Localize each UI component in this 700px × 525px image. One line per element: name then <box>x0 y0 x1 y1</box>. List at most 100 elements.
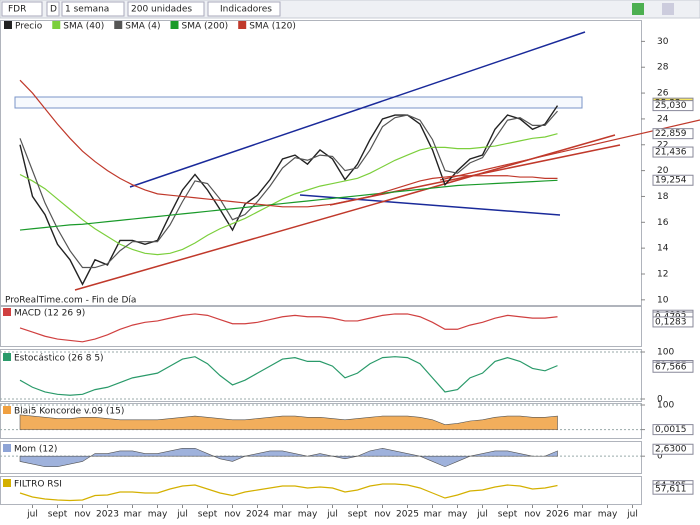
panel-title-box <box>3 308 11 316</box>
timeframe-box[interactable] <box>61 1 125 17</box>
price-label: 21,436 <box>655 148 687 158</box>
series-line <box>19 179 558 231</box>
y-tick-label: 22 <box>657 140 668 150</box>
price-label: 22,859 <box>655 129 687 139</box>
price-label: 0,0015 <box>655 425 687 435</box>
x-tick-label: sept <box>498 510 518 520</box>
x-tick-label: may <box>148 510 168 520</box>
x-tick-label: sept <box>198 510 218 520</box>
x-tick-label: nov <box>524 510 541 520</box>
series-area <box>19 447 558 468</box>
x-tick-label: sept <box>348 510 368 520</box>
panel-title: Blai5 Koncorde v.09 (15) <box>14 407 124 417</box>
channel-lower <box>299 194 561 216</box>
channel-upper <box>129 31 586 188</box>
mode-box[interactable] <box>46 1 60 17</box>
legend-label: SMA (4) <box>125 22 160 32</box>
price-label-box <box>652 174 694 186</box>
legend-label: SMA (120) <box>249 22 296 32</box>
legend-swatch <box>114 21 123 29</box>
indicators-box[interactable] <box>207 1 281 17</box>
price-label-box <box>652 316 694 328</box>
panel-title: FILTRO RSI <box>14 480 62 490</box>
panel-title: MACD (12 26 9) <box>14 309 85 319</box>
price-label-box <box>652 424 694 436</box>
resistance-zone <box>14 96 583 109</box>
x-tick-label: nov <box>224 510 241 520</box>
price-label-box <box>652 146 694 158</box>
legend-swatch <box>52 21 61 29</box>
y-tick-label: 0 <box>657 452 663 462</box>
legend-label: SMA (40) <box>63 22 104 32</box>
x-tick-label: 2023 <box>96 510 119 520</box>
units[interactable]: 200 unidades <box>131 5 192 15</box>
price-label: 2,6300 <box>655 445 687 455</box>
panel-title-box <box>3 353 11 361</box>
units-box[interactable] <box>127 1 205 17</box>
panel-title-box <box>3 479 11 487</box>
legend-label: SMA (200) <box>182 22 229 32</box>
x-tick-label: nov <box>74 510 91 520</box>
panel-title: Mom (12) <box>14 445 57 455</box>
x-tick-label: 2025 <box>396 510 419 520</box>
panel-title: Estocástico (26 8 5) <box>14 354 104 364</box>
y-tick-label: 16 <box>657 218 669 228</box>
symbol[interactable]: FDR <box>8 5 26 15</box>
series-area <box>19 414 558 430</box>
y-tick-label: 100 <box>657 401 674 411</box>
price-label-box <box>652 483 694 495</box>
footer-note: ProRealTime.com - Fin de Día <box>5 296 136 306</box>
series-line <box>19 356 558 396</box>
y-tick-label: 18 <box>657 192 669 202</box>
x-tick-label: mar <box>274 510 292 520</box>
series-line <box>19 483 558 502</box>
y-tick-label: 24 <box>657 114 669 124</box>
y-tick-label: 30 <box>657 37 669 47</box>
price-label: 19,254 <box>655 176 687 186</box>
panel-title-box <box>3 444 11 452</box>
x-tick-label: sept <box>48 510 68 520</box>
legend: Precio SMA (40) SMA (4) SMA (200) SMA (120) <box>4 21 296 32</box>
timeframe[interactable]: 1 semana <box>65 5 109 15</box>
legend-swatch <box>4 21 12 29</box>
y-tick-label: 0 <box>657 395 663 405</box>
x-tick-label: may <box>448 510 468 520</box>
series-line <box>19 110 558 269</box>
symbol-box[interactable] <box>1 1 43 17</box>
indicators[interactable]: Indicadores <box>220 5 272 15</box>
mode[interactable]: D <box>50 5 57 15</box>
panel-title-box <box>3 406 11 414</box>
price-label: 57,611 <box>655 485 687 495</box>
refresh-icon[interactable] <box>632 3 644 15</box>
y-tick-label: 28 <box>657 63 669 73</box>
settings-icon[interactable] <box>662 3 674 15</box>
y-tick-label: 100 <box>657 348 674 358</box>
price-label-box <box>652 361 694 373</box>
x-tick-label: jul <box>326 510 338 520</box>
price-label-box <box>652 443 694 455</box>
x-tick-label: mar <box>574 510 592 520</box>
legend-swatch <box>170 21 179 29</box>
series-line <box>19 133 558 256</box>
x-tick-label: mar <box>424 510 442 520</box>
legend-label: Precio <box>15 22 43 32</box>
price-label: 25,030 <box>655 101 687 111</box>
legend-swatch <box>238 21 247 29</box>
panel-frames <box>0 20 642 505</box>
price-label-box <box>652 100 694 112</box>
y-tick-label: 14 <box>657 244 669 254</box>
x-tick-label: jul <box>176 510 188 520</box>
y-tick-label: 20 <box>657 166 669 176</box>
y-tick-label: 12 <box>657 269 668 279</box>
y-tick-label: 26 <box>657 89 669 99</box>
x-tick-label: jul <box>626 510 638 520</box>
x-tick-label: nov <box>374 510 391 520</box>
y-tick-label: 10 <box>657 295 669 305</box>
x-tick-label: may <box>598 510 618 520</box>
x-tick-label: mar <box>124 510 142 520</box>
x-tick-label: jul <box>476 510 488 520</box>
series-line <box>19 313 558 343</box>
x-tick-label: jul <box>26 510 38 520</box>
